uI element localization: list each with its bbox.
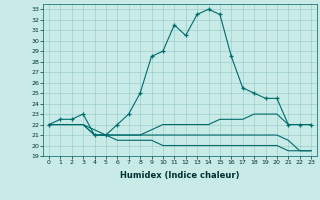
X-axis label: Humidex (Indice chaleur): Humidex (Indice chaleur) [120, 171, 240, 180]
